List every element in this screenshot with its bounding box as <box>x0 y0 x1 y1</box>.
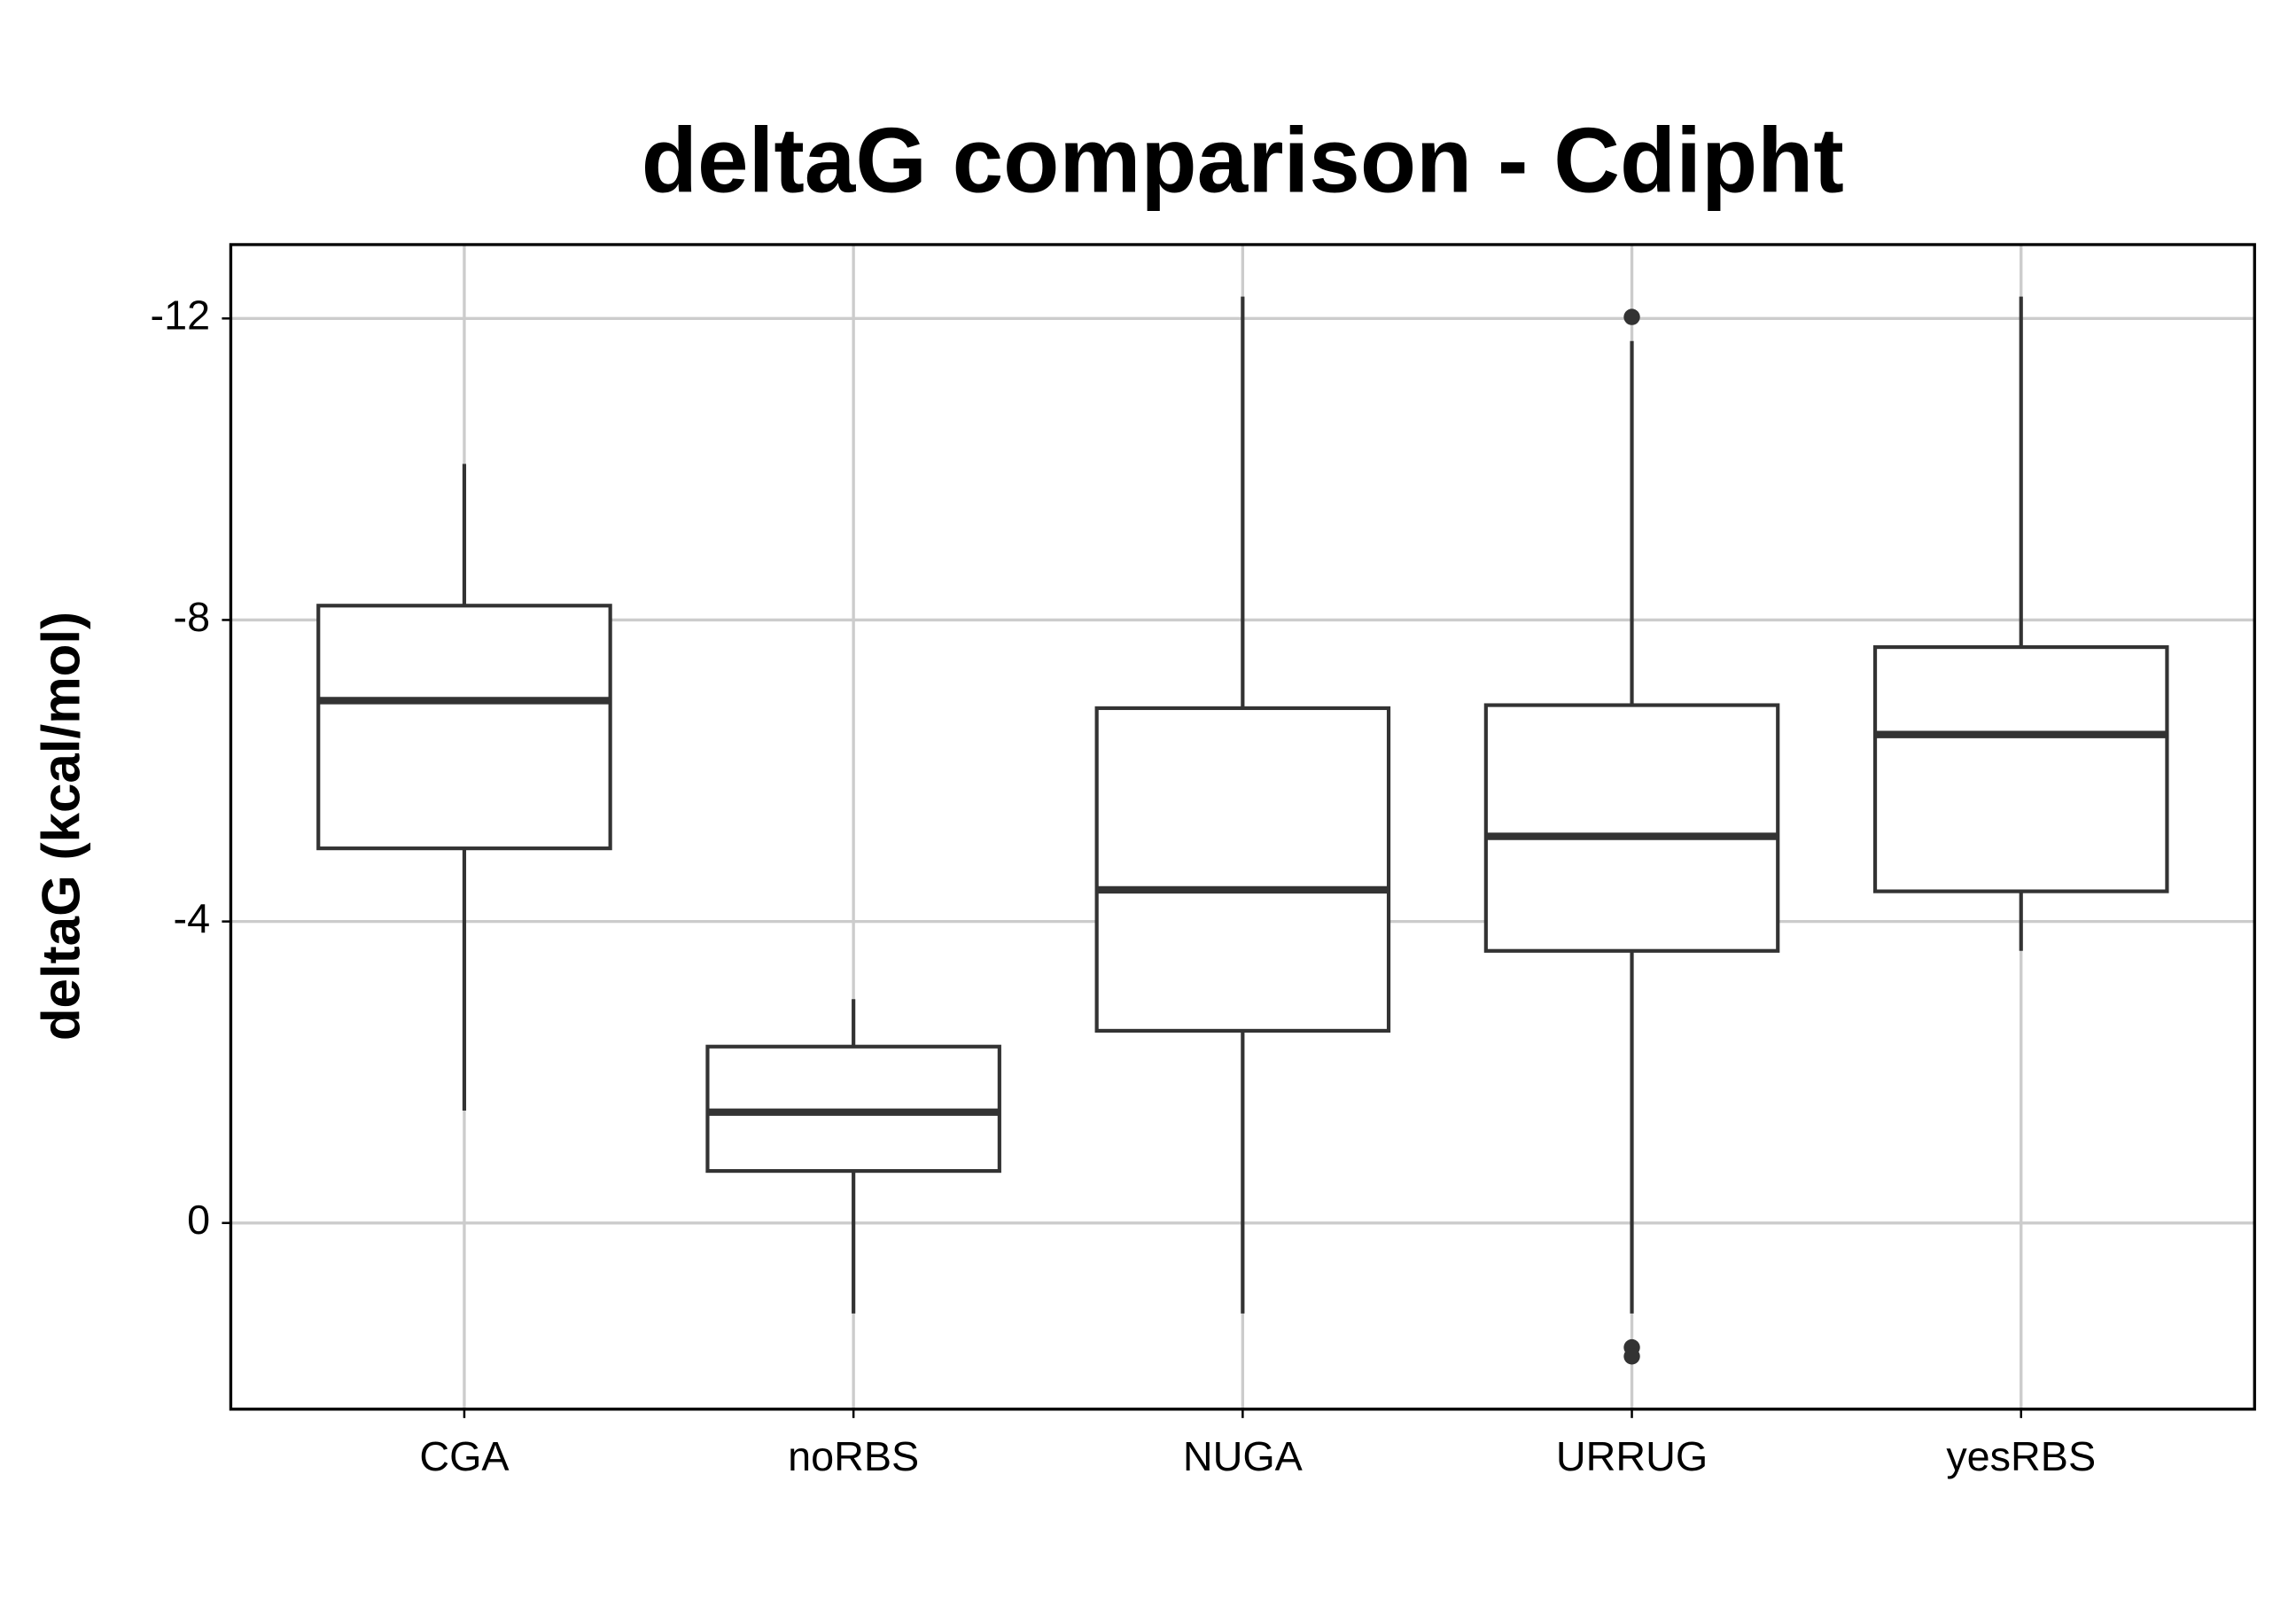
y-axis-label: deltaG (kcal/mol) <box>31 612 90 1041</box>
box-plot <box>1094 296 1391 1314</box>
x-tick-label: noRBS <box>788 1433 919 1479</box>
plot-border <box>229 243 2256 1411</box>
outlier <box>1623 308 1640 325</box>
x-tick-label: CGA <box>419 1433 510 1479</box>
x-tick-label: URRUG <box>1556 1433 1708 1479</box>
y-tick-label: -4 <box>174 895 211 941</box>
box-plot <box>316 464 612 1112</box>
box-plot <box>705 999 1001 1314</box>
box <box>1094 706 1391 1034</box>
box <box>1872 644 2169 893</box>
y-tick-label: 0 <box>187 1197 210 1243</box>
chart-title: deltaG comparison - Cdipht <box>642 108 1844 211</box>
box <box>316 604 612 851</box>
box <box>1483 703 1780 953</box>
x-tick-label: NUGA <box>1183 1433 1304 1479</box>
outlier <box>1623 1348 1640 1365</box>
y-tick-label: -12 <box>151 292 211 339</box>
y-tick-label: -8 <box>174 594 211 640</box>
box-plot <box>1483 308 1780 1365</box>
x-tick-label: yesRBS <box>1946 1433 2096 1479</box>
box-plot <box>1872 296 2169 951</box>
